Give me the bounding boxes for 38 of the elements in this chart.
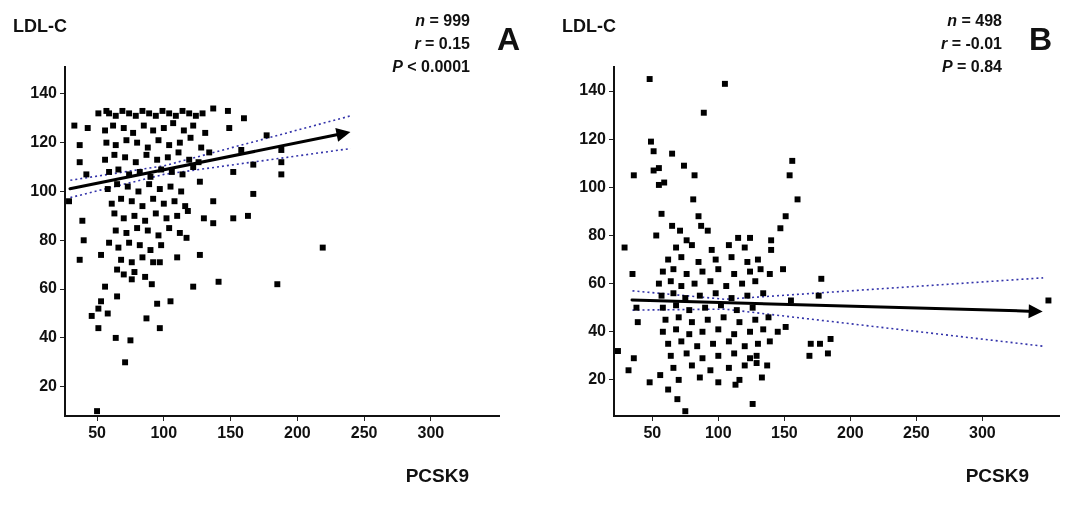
- text: r = -0.01: [941, 35, 1003, 52]
- y-tick-label: 80: [588, 225, 607, 243]
- chart-title: B: [1028, 21, 1052, 57]
- text: n = 999: [415, 12, 471, 29]
- text: n = 498: [947, 12, 1003, 29]
- y-tick-label: 20: [588, 370, 607, 388]
- text: r = 0.15: [414, 35, 471, 52]
- x-tick-label: 200: [284, 424, 311, 442]
- x-tick-label: 300: [417, 424, 445, 442]
- y-axis-title: LDL-C: [562, 16, 616, 36]
- y-tick-label: 20: [39, 377, 58, 395]
- y-tick-label: 140: [579, 81, 607, 99]
- x-tick-label: 100: [150, 424, 178, 442]
- y-tick-label: 120: [30, 133, 58, 151]
- x-tick-label: 50: [88, 424, 107, 442]
- chart-title: A: [496, 21, 520, 57]
- x-tick-label: 100: [704, 424, 732, 442]
- x-tick-label: 150: [217, 424, 245, 442]
- x-tick-label: 300: [969, 424, 996, 442]
- y-tick-label: 100: [30, 181, 58, 199]
- x-tick-label: 250: [903, 424, 930, 442]
- y-tick-label: 100: [579, 177, 607, 195]
- y-tick-label: 40: [588, 322, 607, 340]
- y-tick-label: 60: [588, 274, 607, 292]
- x-tick-label: 150: [770, 424, 798, 442]
- x-tick-label: 200: [837, 424, 864, 442]
- y-tick-label: 140: [30, 84, 58, 102]
- x-tick-label: 250: [350, 424, 378, 442]
- y-tick-label: 120: [579, 129, 607, 147]
- y-tick-label: 80: [39, 230, 58, 248]
- y-axis-title: LDL-C: [13, 16, 67, 36]
- annotation: P = 0.84: [941, 58, 1003, 75]
- x-axis-title: PCSK9: [405, 465, 469, 486]
- y-tick-label: 60: [39, 279, 58, 297]
- x-axis-title: PCSK9: [965, 465, 1029, 486]
- y-tick-label: 40: [39, 328, 58, 346]
- x-tick-label: 50: [643, 424, 662, 442]
- annotation: P < 0.0001: [392, 58, 471, 75]
